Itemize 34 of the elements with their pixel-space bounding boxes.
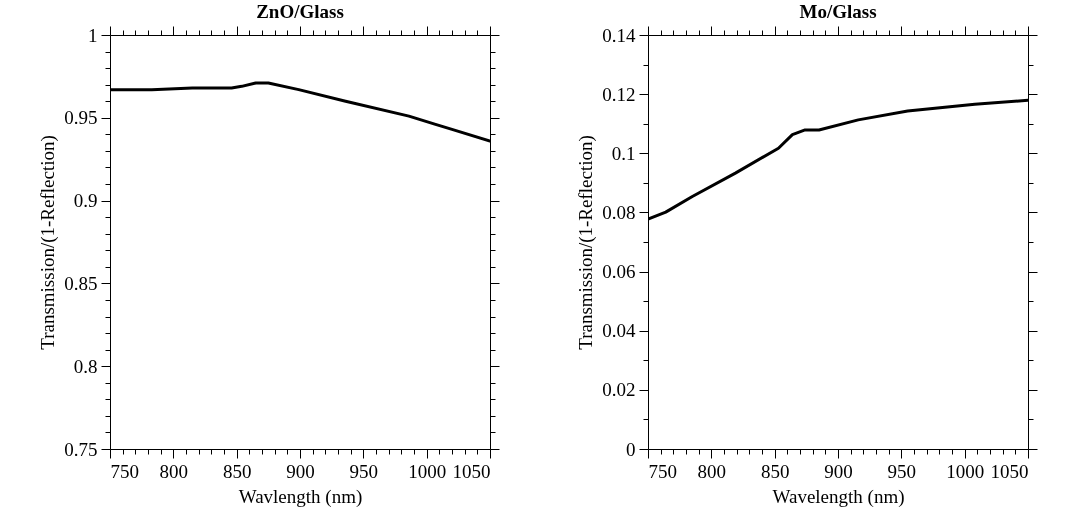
y-tick-label: 0.12 — [602, 83, 636, 105]
y-tick-label: 0.08 — [602, 201, 636, 223]
x-tick-label: 750 — [648, 460, 677, 482]
x-tick-label: 850 — [222, 460, 252, 482]
y-tick-label: 0.1 — [611, 142, 636, 164]
x-tick-label: 800 — [697, 460, 727, 482]
y-tick-label: 0.04 — [602, 320, 636, 342]
y-tick-label: 0.75 — [64, 438, 98, 460]
x-tick-label: 900 — [824, 460, 853, 482]
y-axis-title: Transmission/(1-Reflection) — [575, 135, 598, 350]
x-tick-label: 800 — [159, 460, 189, 482]
x-tick-label: 1000 — [408, 460, 447, 482]
y-tick-label: 0.14 — [602, 24, 636, 46]
x-tick-label: 950 — [887, 460, 917, 482]
x-tick-label: 1050 — [990, 460, 1029, 482]
x-axis-title: Wavelength (nm) — [772, 485, 905, 508]
x-tick-label: 950 — [349, 460, 379, 482]
y-tick-label: 1 — [88, 24, 98, 46]
chart-title: Mo/Glass — [799, 0, 877, 22]
y-tick-label: 0 — [626, 438, 636, 460]
x-tick-label: 1050 — [452, 460, 491, 482]
y-tick-label: 0.95 — [64, 107, 98, 129]
y-tick-label: 0.85 — [64, 272, 98, 294]
y-tick-label: 0.06 — [602, 261, 636, 283]
x-tick-label: 850 — [760, 460, 790, 482]
x-tick-label: 900 — [286, 460, 315, 482]
y-tick-label: 0.8 — [73, 355, 98, 377]
y-axis-title: Transmission/(1-Reflection) — [37, 135, 60, 350]
y-tick-label: 0.02 — [602, 379, 636, 401]
x-tick-label: 1000 — [946, 460, 985, 482]
x-axis-title: Wavlength (nm) — [238, 485, 363, 508]
y-tick-label: 0.9 — [73, 190, 98, 212]
chart-title: ZnO/Glass — [256, 0, 344, 22]
x-tick-label: 750 — [110, 460, 139, 482]
